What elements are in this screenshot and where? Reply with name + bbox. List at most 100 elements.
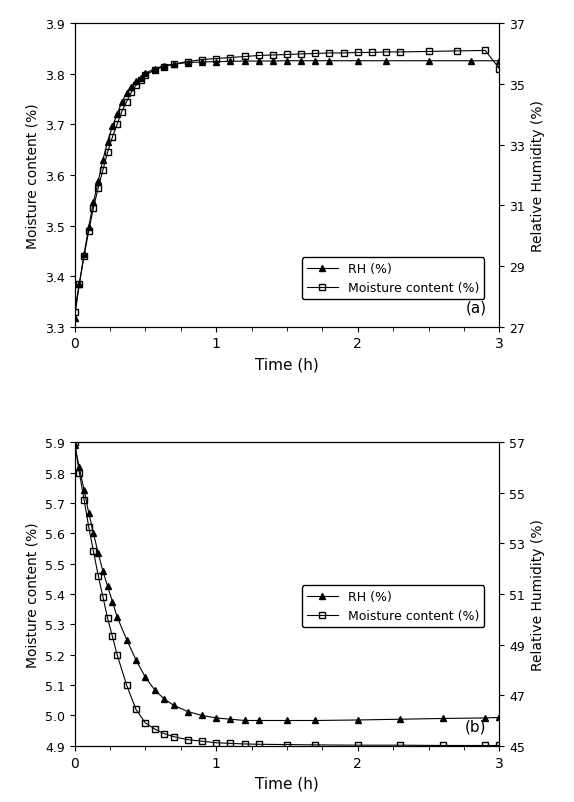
RH (%) bbox=[468, 57, 475, 67]
RH (%) bbox=[354, 57, 361, 67]
Moisture content (%) bbox=[81, 496, 88, 505]
Moisture content (%) bbox=[326, 49, 333, 59]
RH (%) bbox=[255, 715, 262, 725]
Moisture content (%) bbox=[161, 729, 168, 739]
Moisture content (%) bbox=[227, 54, 234, 63]
RH (%) bbox=[95, 177, 102, 187]
RH (%) bbox=[269, 57, 276, 67]
RH (%) bbox=[90, 198, 97, 208]
RH (%) bbox=[81, 249, 88, 259]
Line: Moisture content (%): Moisture content (%) bbox=[72, 439, 502, 749]
Moisture content (%) bbox=[76, 280, 83, 290]
Moisture content (%) bbox=[170, 732, 177, 742]
Moisture content (%) bbox=[133, 82, 139, 91]
Moisture content (%) bbox=[99, 166, 106, 176]
Moisture content (%) bbox=[86, 226, 92, 236]
RH (%) bbox=[241, 715, 248, 725]
RH (%) bbox=[114, 110, 121, 119]
RH (%) bbox=[255, 57, 262, 67]
RH (%) bbox=[284, 715, 290, 725]
RH (%) bbox=[170, 701, 177, 711]
RH (%) bbox=[71, 314, 78, 323]
RH (%) bbox=[184, 59, 191, 68]
Moisture content (%) bbox=[95, 571, 102, 581]
RH (%) bbox=[425, 57, 432, 67]
RH (%) bbox=[326, 57, 333, 67]
RH (%) bbox=[114, 612, 121, 622]
Moisture content (%) bbox=[496, 65, 503, 75]
Moisture content (%) bbox=[482, 47, 488, 56]
Moisture content (%) bbox=[71, 438, 78, 448]
Moisture content (%) bbox=[142, 719, 149, 728]
Moisture content (%) bbox=[99, 593, 106, 602]
Moisture content (%) bbox=[312, 740, 319, 750]
RH (%) bbox=[109, 123, 116, 132]
Moisture content (%) bbox=[496, 741, 503, 751]
Moisture content (%) bbox=[439, 741, 446, 751]
RH (%) bbox=[213, 58, 220, 67]
Legend: RH (%), Moisture content (%): RH (%), Moisture content (%) bbox=[302, 257, 484, 300]
RH (%) bbox=[76, 463, 83, 472]
Moisture content (%) bbox=[152, 724, 158, 734]
Moisture content (%) bbox=[453, 47, 460, 57]
Line: RH (%): RH (%) bbox=[72, 59, 502, 322]
Moisture content (%) bbox=[128, 88, 135, 98]
Moisture content (%) bbox=[170, 60, 177, 70]
Moisture content (%) bbox=[269, 51, 276, 61]
RH (%) bbox=[227, 58, 234, 67]
RH (%) bbox=[496, 713, 503, 723]
RH (%) bbox=[76, 280, 83, 290]
RH (%) bbox=[439, 714, 446, 723]
RH (%) bbox=[81, 486, 88, 496]
RH (%) bbox=[86, 222, 92, 232]
Moisture content (%) bbox=[227, 739, 234, 748]
RH (%) bbox=[133, 77, 139, 87]
Moisture content (%) bbox=[71, 307, 78, 317]
RH (%) bbox=[123, 89, 130, 99]
Moisture content (%) bbox=[284, 739, 290, 749]
Line: RH (%): RH (%) bbox=[72, 442, 502, 723]
Moisture content (%) bbox=[213, 738, 220, 747]
Moisture content (%) bbox=[354, 740, 361, 750]
RH (%) bbox=[152, 686, 158, 695]
Moisture content (%) bbox=[199, 55, 205, 65]
RH (%) bbox=[213, 713, 220, 723]
Moisture content (%) bbox=[114, 650, 121, 660]
RH (%) bbox=[104, 137, 111, 147]
RH (%) bbox=[312, 715, 319, 725]
RH (%) bbox=[496, 57, 503, 67]
Y-axis label: Moisture content (%): Moisture content (%) bbox=[25, 103, 40, 249]
RH (%) bbox=[137, 74, 144, 83]
Moisture content (%) bbox=[123, 680, 130, 690]
Moisture content (%) bbox=[369, 49, 375, 59]
Moisture content (%) bbox=[81, 252, 88, 261]
RH (%) bbox=[241, 57, 248, 67]
Moisture content (%) bbox=[383, 48, 390, 58]
Moisture content (%) bbox=[284, 51, 290, 60]
Moisture content (%) bbox=[255, 51, 262, 61]
Moisture content (%) bbox=[142, 71, 149, 81]
RH (%) bbox=[199, 711, 205, 720]
Moisture content (%) bbox=[86, 523, 92, 533]
Moisture content (%) bbox=[482, 741, 488, 751]
Y-axis label: Relative Humidity (%): Relative Humidity (%) bbox=[530, 518, 545, 670]
Moisture content (%) bbox=[104, 614, 111, 623]
RH (%) bbox=[284, 57, 290, 67]
RH (%) bbox=[161, 695, 168, 704]
Moisture content (%) bbox=[354, 49, 361, 59]
RH (%) bbox=[86, 508, 92, 518]
RH (%) bbox=[71, 440, 78, 450]
Moisture content (%) bbox=[137, 76, 144, 86]
Moisture content (%) bbox=[397, 740, 404, 750]
RH (%) bbox=[90, 529, 97, 538]
RH (%) bbox=[99, 156, 106, 165]
Moisture content (%) bbox=[109, 632, 116, 642]
Moisture content (%) bbox=[241, 739, 248, 749]
Moisture content (%) bbox=[123, 98, 130, 107]
RH (%) bbox=[142, 673, 149, 683]
Moisture content (%) bbox=[397, 48, 404, 58]
Moisture content (%) bbox=[95, 184, 102, 193]
RH (%) bbox=[298, 57, 305, 67]
Text: (a): (a) bbox=[466, 300, 487, 315]
RH (%) bbox=[227, 715, 234, 724]
